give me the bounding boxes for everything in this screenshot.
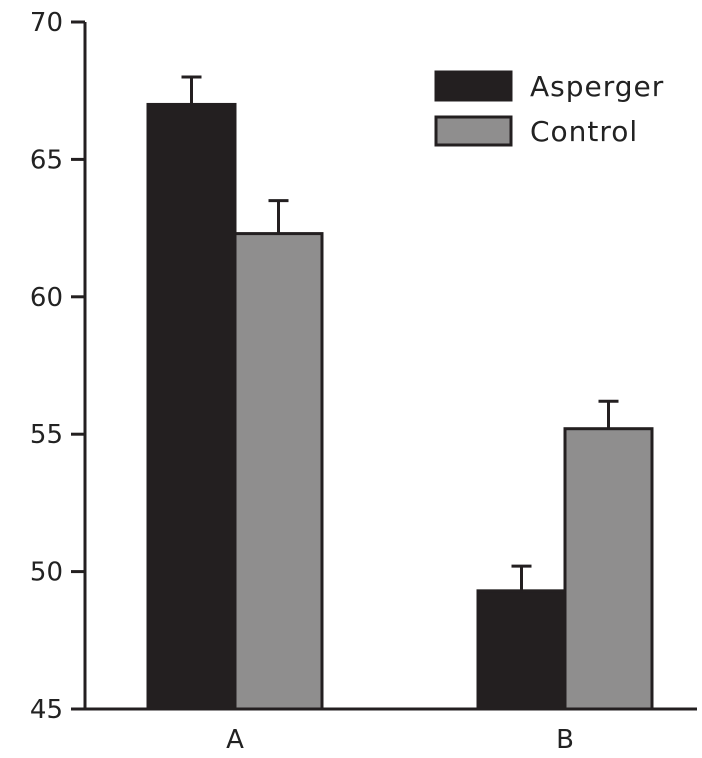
bar-asperger-b	[476, 589, 567, 711]
bar-asperger-a	[146, 102, 237, 711]
legend-label-control: Control	[530, 115, 638, 148]
legend-swatch-control	[434, 115, 513, 147]
y-tick-label: 45	[30, 695, 63, 725]
x-tick-label-a: A	[226, 725, 244, 755]
legend-swatch-asperger	[434, 70, 513, 102]
plot-area	[146, 75, 654, 711]
bar-control-b	[563, 427, 654, 711]
y-tick-label: 70	[30, 8, 63, 38]
y-tick-label: 65	[30, 145, 63, 175]
y-axis: 45 50 55 60 65 70	[30, 8, 87, 725]
y-tick-label: 55	[30, 420, 63, 450]
y-tick-label: 50	[30, 558, 63, 588]
y-tick-label: 60	[30, 283, 63, 313]
bar-control-a	[233, 232, 324, 711]
legend-label-asperger: Asperger	[530, 70, 664, 103]
x-tick-label-b: B	[556, 725, 574, 755]
legend: Asperger Control	[434, 70, 664, 148]
